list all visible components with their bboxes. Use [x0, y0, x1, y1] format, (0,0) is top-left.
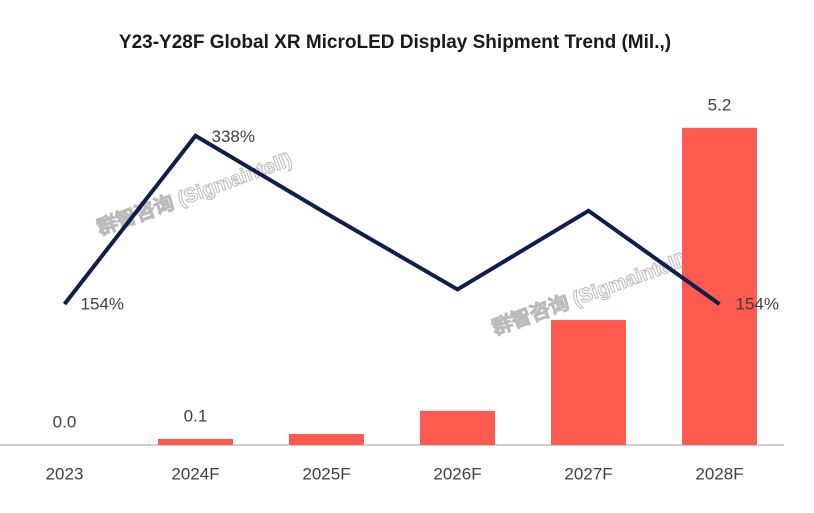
x-tick-label: 2023: [46, 464, 84, 483]
x-tick-label: 2026F: [433, 464, 481, 483]
bar: [158, 438, 233, 445]
line: [62, 133, 721, 306]
bar: [551, 319, 626, 445]
bar: [420, 410, 495, 445]
line-label: 154%: [736, 295, 779, 314]
x-tick-label: 2025F: [302, 464, 350, 483]
line-label: 154%: [81, 295, 124, 314]
x-tick-label: 2027F: [564, 464, 612, 483]
chart-title: Y23-Y28F Global XR MicroLED Display Ship…: [119, 32, 671, 53]
x-tick-label: 2024F: [171, 464, 219, 483]
data-label: 0.1: [184, 406, 208, 425]
data-label: 5.2: [708, 95, 732, 114]
bar: [289, 434, 364, 445]
line-label: 338%: [212, 127, 255, 146]
data-label: 0.0: [53, 412, 77, 431]
x-tick-label: 2028F: [695, 464, 743, 483]
